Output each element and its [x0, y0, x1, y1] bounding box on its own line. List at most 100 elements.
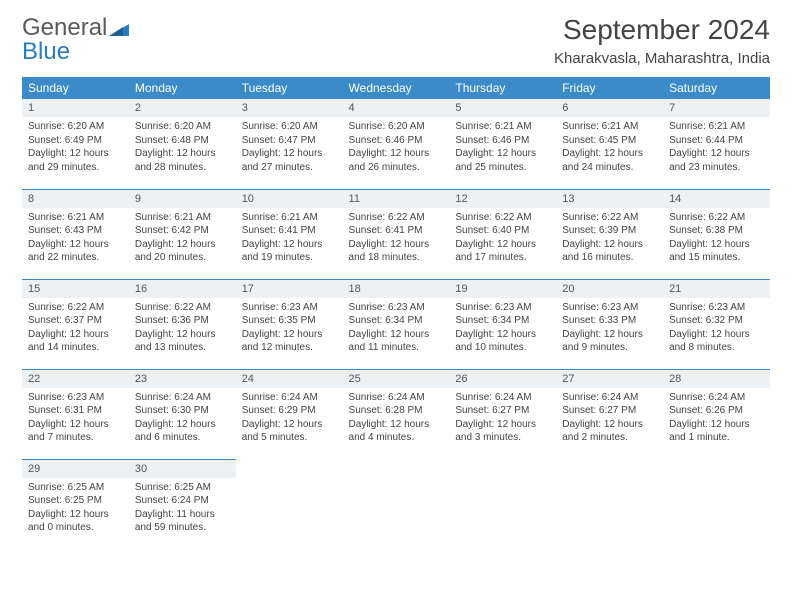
day-number: 15 [22, 280, 129, 298]
day-details: Sunrise: 6:21 AMSunset: 6:43 PMDaylight:… [22, 208, 129, 271]
sunset-text: Sunset: 6:26 PM [669, 404, 764, 418]
title-block: September 2024 Kharakvasla, Maharashtra,… [554, 14, 770, 67]
sunrise-text: Sunrise: 6:23 AM [669, 301, 764, 315]
sunset-text: Sunset: 6:38 PM [669, 224, 764, 238]
sunrise-text: Sunrise: 6:24 AM [349, 391, 444, 405]
day-details: Sunrise: 6:25 AMSunset: 6:24 PMDaylight:… [129, 478, 236, 541]
daylight-text: Daylight: 12 hours and 19 minutes. [242, 238, 337, 265]
sunset-text: Sunset: 6:27 PM [455, 404, 550, 418]
daylight-text: Daylight: 12 hours and 10 minutes. [455, 328, 550, 355]
day-number: 1 [22, 99, 129, 117]
daylight-text: Daylight: 12 hours and 15 minutes. [669, 238, 764, 265]
calendar-day-cell: 24Sunrise: 6:24 AMSunset: 6:29 PMDayligh… [236, 369, 343, 459]
calendar-day-cell: 25Sunrise: 6:24 AMSunset: 6:28 PMDayligh… [343, 369, 450, 459]
day-details: Sunrise: 6:23 AMSunset: 6:35 PMDaylight:… [236, 298, 343, 361]
weekday-header: Sunday [22, 77, 129, 99]
location: Kharakvasla, Maharashtra, India [554, 50, 770, 67]
sunrise-text: Sunrise: 6:24 AM [562, 391, 657, 405]
day-details: Sunrise: 6:23 AMSunset: 6:33 PMDaylight:… [556, 298, 663, 361]
daylight-text: Daylight: 12 hours and 5 minutes. [242, 418, 337, 445]
day-number: 10 [236, 190, 343, 208]
day-details: Sunrise: 6:24 AMSunset: 6:27 PMDaylight:… [449, 388, 556, 451]
sunset-text: Sunset: 6:49 PM [28, 134, 123, 148]
day-number: 22 [22, 370, 129, 388]
calendar-day-cell: 4Sunrise: 6:20 AMSunset: 6:46 PMDaylight… [343, 99, 450, 189]
sunrise-text: Sunrise: 6:21 AM [135, 211, 230, 225]
calendar-day-cell [449, 459, 556, 549]
day-details: Sunrise: 6:24 AMSunset: 6:27 PMDaylight:… [556, 388, 663, 451]
calendar-day-cell: 11Sunrise: 6:22 AMSunset: 6:41 PMDayligh… [343, 189, 450, 279]
day-number: 21 [663, 280, 770, 298]
sunset-text: Sunset: 6:40 PM [455, 224, 550, 238]
daylight-text: Daylight: 12 hours and 11 minutes. [349, 328, 444, 355]
sunset-text: Sunset: 6:39 PM [562, 224, 657, 238]
sunrise-text: Sunrise: 6:22 AM [669, 211, 764, 225]
day-details: Sunrise: 6:24 AMSunset: 6:29 PMDaylight:… [236, 388, 343, 451]
weekday-header: Thursday [449, 77, 556, 99]
sunset-text: Sunset: 6:27 PM [562, 404, 657, 418]
sunrise-text: Sunrise: 6:21 AM [669, 120, 764, 134]
weekday-header-row: SundayMondayTuesdayWednesdayThursdayFrid… [22, 77, 770, 99]
sunset-text: Sunset: 6:35 PM [242, 314, 337, 328]
day-details: Sunrise: 6:21 AMSunset: 6:45 PMDaylight:… [556, 117, 663, 180]
day-details: Sunrise: 6:23 AMSunset: 6:31 PMDaylight:… [22, 388, 129, 451]
sunset-text: Sunset: 6:30 PM [135, 404, 230, 418]
daylight-text: Daylight: 12 hours and 7 minutes. [28, 418, 123, 445]
calendar-table: SundayMondayTuesdayWednesdayThursdayFrid… [22, 77, 770, 549]
calendar-day-cell: 16Sunrise: 6:22 AMSunset: 6:36 PMDayligh… [129, 279, 236, 369]
sunrise-text: Sunrise: 6:20 AM [349, 120, 444, 134]
calendar-day-cell [343, 459, 450, 549]
calendar-day-cell: 14Sunrise: 6:22 AMSunset: 6:38 PMDayligh… [663, 189, 770, 279]
daylight-text: Daylight: 12 hours and 3 minutes. [455, 418, 550, 445]
calendar-week-row: 22Sunrise: 6:23 AMSunset: 6:31 PMDayligh… [22, 369, 770, 459]
day-details: Sunrise: 6:23 AMSunset: 6:34 PMDaylight:… [343, 298, 450, 361]
day-number: 23 [129, 370, 236, 388]
daylight-text: Daylight: 12 hours and 13 minutes. [135, 328, 230, 355]
daylight-text: Daylight: 12 hours and 18 minutes. [349, 238, 444, 265]
calendar-day-cell: 10Sunrise: 6:21 AMSunset: 6:41 PMDayligh… [236, 189, 343, 279]
day-number: 29 [22, 460, 129, 478]
daylight-text: Daylight: 12 hours and 25 minutes. [455, 147, 550, 174]
day-details: Sunrise: 6:20 AMSunset: 6:47 PMDaylight:… [236, 117, 343, 180]
sunrise-text: Sunrise: 6:23 AM [455, 301, 550, 315]
day-number: 27 [556, 370, 663, 388]
day-number: 3 [236, 99, 343, 117]
daylight-text: Daylight: 12 hours and 8 minutes. [669, 328, 764, 355]
calendar-day-cell: 20Sunrise: 6:23 AMSunset: 6:33 PMDayligh… [556, 279, 663, 369]
sunset-text: Sunset: 6:34 PM [349, 314, 444, 328]
day-number: 12 [449, 190, 556, 208]
weekday-header: Friday [556, 77, 663, 99]
sunset-text: Sunset: 6:43 PM [28, 224, 123, 238]
day-details: Sunrise: 6:20 AMSunset: 6:46 PMDaylight:… [343, 117, 450, 180]
sunset-text: Sunset: 6:24 PM [135, 494, 230, 508]
sunrise-text: Sunrise: 6:22 AM [562, 211, 657, 225]
day-number: 8 [22, 190, 129, 208]
sunrise-text: Sunrise: 6:24 AM [242, 391, 337, 405]
calendar-day-cell [556, 459, 663, 549]
calendar-day-cell: 3Sunrise: 6:20 AMSunset: 6:47 PMDaylight… [236, 99, 343, 189]
calendar-day-cell: 9Sunrise: 6:21 AMSunset: 6:42 PMDaylight… [129, 189, 236, 279]
calendar-day-cell: 22Sunrise: 6:23 AMSunset: 6:31 PMDayligh… [22, 369, 129, 459]
day-number: 9 [129, 190, 236, 208]
daylight-text: Daylight: 12 hours and 17 minutes. [455, 238, 550, 265]
daylight-text: Daylight: 12 hours and 22 minutes. [28, 238, 123, 265]
daylight-text: Daylight: 12 hours and 2 minutes. [562, 418, 657, 445]
calendar-day-cell: 8Sunrise: 6:21 AMSunset: 6:43 PMDaylight… [22, 189, 129, 279]
calendar-day-cell: 5Sunrise: 6:21 AMSunset: 6:46 PMDaylight… [449, 99, 556, 189]
day-details: Sunrise: 6:22 AMSunset: 6:40 PMDaylight:… [449, 208, 556, 271]
day-details: Sunrise: 6:24 AMSunset: 6:28 PMDaylight:… [343, 388, 450, 451]
sunrise-text: Sunrise: 6:22 AM [135, 301, 230, 315]
header: General September 2024 Kharakvasla, Maha… [22, 14, 770, 67]
calendar-day-cell: 23Sunrise: 6:24 AMSunset: 6:30 PMDayligh… [129, 369, 236, 459]
sunrise-text: Sunrise: 6:21 AM [28, 211, 123, 225]
sunset-text: Sunset: 6:33 PM [562, 314, 657, 328]
logo-triangle-icon [109, 20, 129, 36]
calendar-week-row: 29Sunrise: 6:25 AMSunset: 6:25 PMDayligh… [22, 459, 770, 549]
daylight-text: Daylight: 11 hours and 59 minutes. [135, 508, 230, 535]
day-details: Sunrise: 6:21 AMSunset: 6:44 PMDaylight:… [663, 117, 770, 180]
sunset-text: Sunset: 6:48 PM [135, 134, 230, 148]
day-details: Sunrise: 6:22 AMSunset: 6:37 PMDaylight:… [22, 298, 129, 361]
daylight-text: Daylight: 12 hours and 12 minutes. [242, 328, 337, 355]
daylight-text: Daylight: 12 hours and 6 minutes. [135, 418, 230, 445]
sunrise-text: Sunrise: 6:23 AM [242, 301, 337, 315]
